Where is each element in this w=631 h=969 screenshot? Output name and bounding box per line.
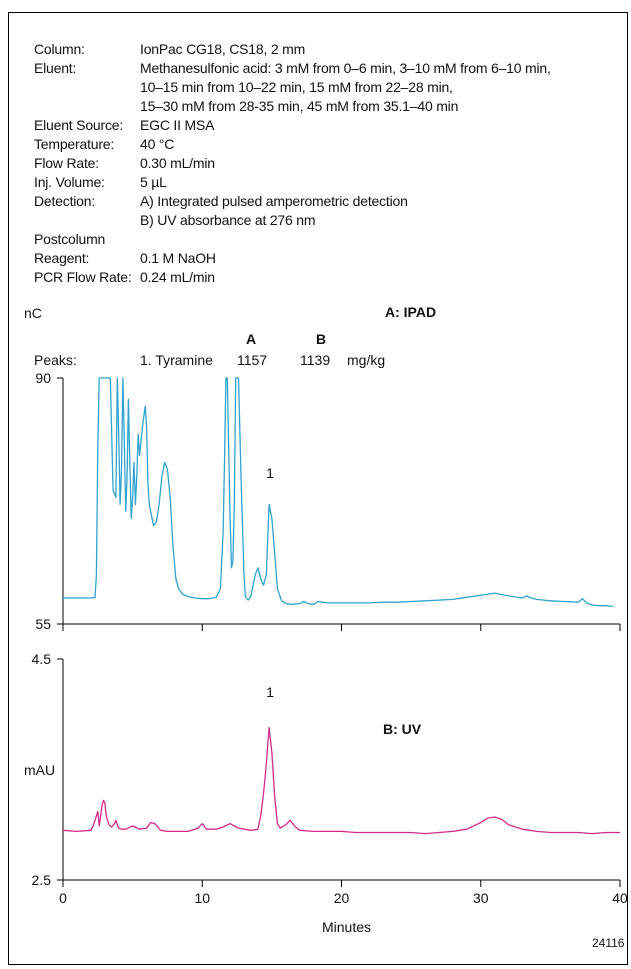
condition-row: Temperature: 40 °C	[34, 135, 551, 154]
x-tick-label: 20	[334, 890, 350, 906]
series-line	[63, 377, 614, 608]
condition-label: Column:	[34, 41, 85, 57]
condition-label: Eluent:	[34, 60, 77, 76]
condition-label: Inj. Volume:	[34, 174, 105, 190]
x-tick-label: 30	[473, 890, 489, 906]
y-tick-label: 2.5	[32, 872, 52, 888]
condition-value: Methanesulfonic acid: 3 mM from 0–6 min,…	[140, 60, 551, 114]
figure-frame	[8, 12, 628, 965]
condition-value: 5 µL	[140, 174, 167, 190]
condition-label: Eluent Source:	[34, 117, 124, 133]
condition-value: A) Integrated pulsed amperometric detect…	[140, 193, 408, 228]
condition-value: IonPac CG18, CS18, 2 mm	[140, 41, 306, 57]
conditions-list: Column: IonPac CG18, CS18, 2 mm Eluent: Met…	[34, 40, 551, 287]
y-tick-label: 90	[35, 370, 51, 386]
y-axis-label: nC	[24, 305, 42, 321]
panel-label: A: IPAD	[385, 304, 436, 320]
condition-value: 0.1 M NaOH	[140, 250, 216, 266]
series-line	[62, 726, 620, 835]
x-tick-label: 0	[59, 890, 67, 906]
peaks-col-a-header: A	[246, 331, 257, 347]
condition-row: Eluent: Methanesulfonic acid: 3 mM from 0…	[34, 59, 551, 116]
figure-id: 24116	[592, 936, 625, 950]
peak-annotation: 1	[266, 465, 274, 481]
condition-row: Postcolumn	[34, 230, 551, 249]
condition-row: Eluent Source: EGC II MSA	[34, 116, 551, 135]
condition-label: Detection:	[34, 193, 96, 209]
condition-label: Postcolumn	[34, 231, 106, 247]
peak-value-b: 1139	[300, 352, 331, 368]
condition-value: 0.24 mL/min	[140, 269, 215, 285]
peak-name: 1. Tyramine	[140, 352, 213, 368]
condition-value: 40 °C	[140, 136, 175, 152]
condition-row: PCR Flow Rate: 0.24 mL/min	[34, 268, 551, 287]
peaks-label: Peaks:	[34, 352, 77, 368]
condition-label: PCR Flow Rate:	[34, 269, 132, 285]
x-tick-label: 10	[194, 890, 210, 906]
peak-value-a: 1157	[237, 352, 268, 368]
condition-row: Flow Rate: 0.30 mL/min	[34, 154, 551, 173]
condition-row: Detection: A) Integrated pulsed amperomet…	[34, 192, 551, 230]
condition-row: Inj. Volume: 5 µL	[34, 173, 551, 192]
panel-label: B: UV	[383, 721, 422, 737]
y-tick-label: 55	[35, 616, 51, 632]
y-tick-label: 4.5	[32, 651, 52, 667]
condition-label: Temperature:	[34, 136, 115, 152]
condition-label: Flow Rate:	[34, 155, 99, 171]
condition-row: Reagent: 0.1 M NaOH	[34, 249, 551, 268]
peak-annotation: 1	[266, 684, 274, 700]
peak-unit: mg/kg	[347, 352, 386, 368]
y-axis-label: mAU	[24, 762, 55, 778]
x-tick-label: 40	[612, 890, 628, 906]
peaks-col-b-header: B	[316, 331, 327, 347]
condition-row: Column: IonPac CG18, CS18, 2 mm	[34, 40, 551, 59]
condition-label: Reagent:	[34, 250, 90, 266]
condition-value: 0.30 mL/min	[140, 155, 215, 171]
x-axis-label: Minutes	[322, 919, 371, 935]
condition-value: EGC II MSA	[140, 117, 215, 133]
